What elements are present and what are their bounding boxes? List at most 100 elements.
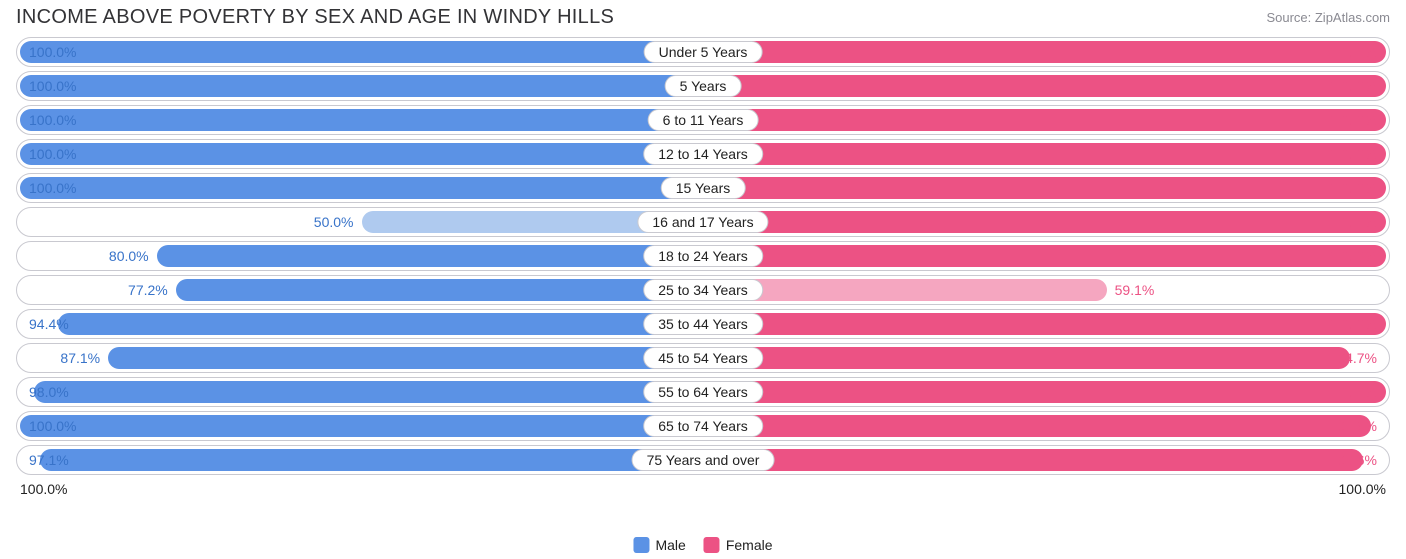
chart-row: 100.0%97.8%65 to 74 Years <box>16 411 1390 441</box>
value-label-male: 100.0% <box>29 418 76 434</box>
row-half-female: 100.0% <box>703 106 1389 134</box>
bar-female <box>703 211 1386 233</box>
source-label: Source: ZipAtlas.com <box>1266 6 1390 25</box>
row-half-male: 100.0% <box>17 38 703 66</box>
value-label-female: 100.0% <box>1330 146 1377 162</box>
category-pill: 16 and 17 Years <box>637 211 768 233</box>
row-half-male: 100.0% <box>17 72 703 100</box>
legend-swatch-female <box>704 537 720 553</box>
bar-male <box>176 279 703 301</box>
bar-female <box>703 245 1386 267</box>
value-label-female: 100.0% <box>1330 214 1377 230</box>
row-half-male: 87.1% <box>17 344 703 372</box>
row-half-male: 77.2% <box>17 276 703 304</box>
chart-row: 100.0%100.0%15 Years <box>16 173 1390 203</box>
row-half-female: 100.0% <box>703 174 1389 202</box>
category-pill: 6 to 11 Years <box>648 109 759 131</box>
value-label-male: 100.0% <box>29 44 76 60</box>
row-half-female: 97.8% <box>703 412 1389 440</box>
value-label-male: 77.2% <box>128 282 168 298</box>
value-label-female: 100.0% <box>1330 44 1377 60</box>
chart-row: 97.1% 96.6% 75 Years and over <box>16 445 1390 475</box>
row-half-male: 100.0% <box>17 106 703 134</box>
value-label-female: 100.0% <box>1330 384 1377 400</box>
bar-female <box>703 279 1107 301</box>
chart-row: 98.0% 100.0% 55 to 64 Years <box>16 377 1390 407</box>
header: INCOME ABOVE POVERTY BY SEX AND AGE IN W… <box>0 0 1406 37</box>
value-label-male: 100.0% <box>29 146 76 162</box>
value-label-female: 97.8% <box>1337 418 1377 434</box>
row-half-male: 100.0% <box>17 412 703 440</box>
row-half-male: 98.0% <box>17 378 703 406</box>
bar-male <box>40 449 703 471</box>
row-half-female: 94.7% <box>703 344 1389 372</box>
chart-row: 50.0% 100.0% 16 and 17 Years <box>16 207 1390 237</box>
axis-right-label: 100.0% <box>1339 481 1386 497</box>
row-half-female: 100.0% <box>703 208 1389 236</box>
row-half-female: 96.6% <box>703 446 1389 474</box>
legend-label-male: Male <box>655 537 685 553</box>
row-half-male: 100.0% <box>17 174 703 202</box>
row-half-female: 59.1% <box>703 276 1389 304</box>
chart-title: INCOME ABOVE POVERTY BY SEX AND AGE IN W… <box>16 6 614 29</box>
bar-female <box>703 143 1386 165</box>
value-label-male: 98.0% <box>29 384 69 400</box>
row-half-female: 100.0% <box>703 242 1389 270</box>
chart-row: 87.1% 94.7% 45 to 54 Years <box>16 343 1390 373</box>
bar-female <box>703 313 1386 335</box>
bar-female <box>703 41 1386 63</box>
row-half-female: 100.0% <box>703 378 1389 406</box>
row-half-female: 100.0% <box>703 140 1389 168</box>
bar-female <box>703 449 1363 471</box>
value-label-female: 96.6% <box>1337 452 1377 468</box>
chart-container: INCOME ABOVE POVERTY BY SEX AND AGE IN W… <box>0 0 1406 559</box>
bar-male <box>34 381 703 403</box>
bar-female <box>703 109 1386 131</box>
legend: Male Female <box>633 537 772 553</box>
row-half-male: 97.1% <box>17 446 703 474</box>
bar-male <box>20 415 703 437</box>
value-label-male: 80.0% <box>109 248 149 264</box>
category-pill: 75 Years and over <box>632 449 775 471</box>
row-half-male: 94.4% <box>17 310 703 338</box>
chart-row: 100.0% 100.0% 12 to 14 Years <box>16 139 1390 169</box>
category-pill: 18 to 24 Years <box>643 245 763 267</box>
bar-female <box>703 75 1386 97</box>
value-label-female: 100.0% <box>1330 316 1377 332</box>
value-label-male: 100.0% <box>29 180 76 196</box>
chart-row: 100.0%100.0%5 Years <box>16 71 1390 101</box>
bar-female <box>703 381 1386 403</box>
row-half-male: 50.0% <box>17 208 703 236</box>
value-label-female: 100.0% <box>1330 112 1377 128</box>
category-pill: 15 Years <box>661 177 746 199</box>
category-pill: 45 to 54 Years <box>643 347 763 369</box>
bar-female <box>703 415 1371 437</box>
value-label-male: 100.0% <box>29 78 76 94</box>
value-label-female: 59.1% <box>1115 282 1155 298</box>
bar-male <box>20 143 703 165</box>
chart-row: 100.0% 100.0% 6 to 11 Years <box>16 105 1390 135</box>
bar-female <box>703 347 1350 369</box>
value-label-male: 97.1% <box>29 452 69 468</box>
value-label-male: 87.1% <box>60 350 100 366</box>
bar-male <box>58 313 703 335</box>
category-pill: 35 to 44 Years <box>643 313 763 335</box>
value-label-female: 100.0% <box>1330 248 1377 264</box>
legend-label-female: Female <box>726 537 773 553</box>
chart-area: 100.0% 100.0% Under 5 Years 100.0%100.0%5 Y… <box>0 37 1406 475</box>
bar-male <box>20 75 703 97</box>
value-label-male: 94.4% <box>29 316 69 332</box>
bar-male <box>157 245 703 267</box>
row-half-female: 100.0% <box>703 38 1389 66</box>
category-pill: Under 5 Years <box>644 41 763 63</box>
legend-item-male: Male <box>633 537 685 553</box>
value-label-male: 100.0% <box>29 112 76 128</box>
category-pill: 12 to 14 Years <box>643 143 763 165</box>
chart-row: 94.4% 100.0% 35 to 44 Years <box>16 309 1390 339</box>
bar-male <box>108 347 703 369</box>
chart-row: 80.0% 100.0% 18 to 24 Years <box>16 241 1390 271</box>
axis-row: 100.0% 100.0% <box>0 479 1406 497</box>
value-label-female: 94.7% <box>1337 350 1377 366</box>
row-half-male: 100.0% <box>17 140 703 168</box>
category-pill: 55 to 64 Years <box>643 381 763 403</box>
